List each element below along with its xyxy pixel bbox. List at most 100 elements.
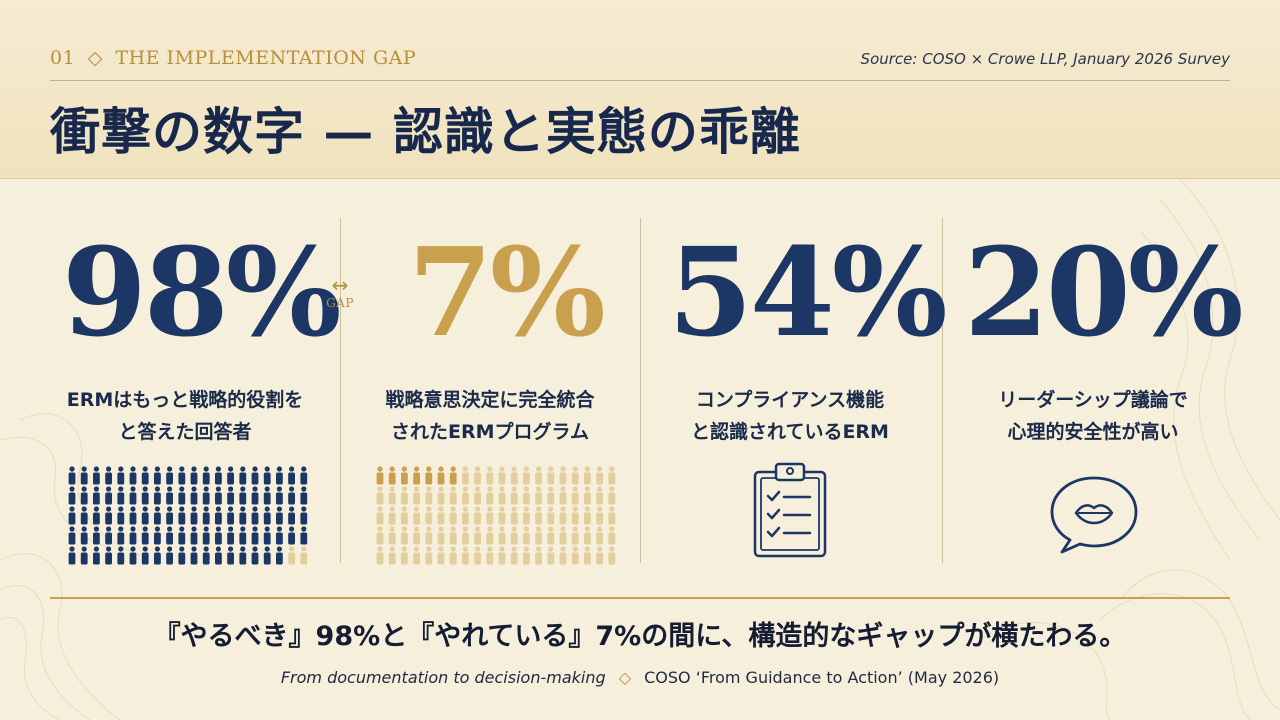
person-icon xyxy=(584,486,591,505)
person-icon xyxy=(227,546,234,565)
stat-label-line: ERMはもっと戦略的役割を xyxy=(66,389,304,411)
person-icon xyxy=(559,526,567,545)
person-icon xyxy=(510,466,518,485)
stat-value-98: 98% xyxy=(62,220,342,364)
person-icon xyxy=(547,526,555,545)
gap-label: GAP xyxy=(326,296,354,310)
person-icon xyxy=(608,486,616,505)
person-icon xyxy=(437,546,445,565)
person-icon xyxy=(498,526,506,545)
person-icon xyxy=(486,546,494,565)
person-icon xyxy=(547,506,555,525)
person-icon xyxy=(376,546,384,565)
person-icon xyxy=(596,546,603,565)
person-icon xyxy=(178,546,186,565)
person-icon xyxy=(227,526,234,545)
person-icon xyxy=(596,526,603,545)
person-icon xyxy=(437,526,445,545)
person-icon xyxy=(462,526,469,545)
person-icon xyxy=(486,506,494,525)
person-icon xyxy=(559,486,567,505)
person-icon xyxy=(535,546,542,565)
person-icon xyxy=(462,486,469,505)
person-icon xyxy=(584,506,591,525)
person-icon xyxy=(474,526,481,545)
person-icon xyxy=(190,466,198,485)
person-icon xyxy=(547,466,555,485)
kicker-text: THE IMPLEMENTATION GAP xyxy=(115,47,417,69)
person-icon xyxy=(401,466,408,485)
column-divider xyxy=(640,218,641,563)
person-icon xyxy=(166,486,173,505)
person-icon xyxy=(300,506,308,525)
person-icon xyxy=(388,466,396,485)
person-icon xyxy=(523,526,530,545)
source-citation: Source: COSO × Crowe LLP, January 2026 S… xyxy=(860,50,1230,68)
person-icon xyxy=(288,546,295,565)
stat-label-line: されたERMプログラム xyxy=(391,421,589,443)
person-icon xyxy=(178,466,186,485)
person-icon xyxy=(608,466,616,485)
page-title: 衝撃の数字 — 認識と実態の乖離 xyxy=(50,102,801,161)
person-icon xyxy=(68,546,76,565)
person-icon xyxy=(559,466,567,485)
person-icon xyxy=(449,526,457,545)
person-icon xyxy=(263,486,271,505)
person-icon xyxy=(117,526,125,545)
column-divider xyxy=(340,218,341,563)
person-icon xyxy=(263,506,271,525)
person-icon xyxy=(141,466,149,485)
person-icon xyxy=(68,486,76,505)
person-icon xyxy=(190,486,198,505)
person-icon xyxy=(425,526,433,545)
person-icon xyxy=(80,546,88,565)
diamond-icon: ◇ xyxy=(618,668,632,687)
person-icon xyxy=(251,466,259,485)
person-icon xyxy=(251,526,259,545)
person-icon xyxy=(288,466,295,485)
stat-label-respondents: ERMはもっと戦略的役割を と答えた回答者 xyxy=(40,384,330,448)
footnote-left: From documentation to decision-making xyxy=(280,668,606,687)
person-icon xyxy=(425,506,433,525)
person-icon xyxy=(510,526,518,545)
person-icon xyxy=(129,486,137,505)
person-icon xyxy=(276,546,283,565)
person-icon xyxy=(166,506,173,525)
person-icon xyxy=(154,506,161,525)
person-icon xyxy=(166,546,173,565)
person-icon xyxy=(166,466,173,485)
person-icon xyxy=(129,546,137,565)
person-icon xyxy=(276,466,283,485)
person-icon xyxy=(154,466,161,485)
person-icon xyxy=(117,486,125,505)
person-icon xyxy=(202,486,210,505)
person-icon xyxy=(129,466,137,485)
person-icon xyxy=(376,486,384,505)
person-icon xyxy=(190,526,198,545)
person-icon xyxy=(227,486,234,505)
person-icon xyxy=(263,526,271,545)
person-icon xyxy=(388,506,396,525)
person-icon xyxy=(154,546,161,565)
person-icon xyxy=(474,546,481,565)
person-icon xyxy=(462,546,469,565)
person-icon xyxy=(190,506,198,525)
person-icon xyxy=(288,486,295,505)
diamond-icon: ◇ xyxy=(87,47,103,69)
person-icon xyxy=(251,486,259,505)
person-icon xyxy=(178,506,186,525)
person-icon xyxy=(141,486,149,505)
person-icon xyxy=(68,506,76,525)
person-icon xyxy=(202,466,210,485)
person-icon xyxy=(288,526,295,545)
gap-indicator: ↔ GAP xyxy=(318,274,362,310)
stat-value-7: 7% xyxy=(408,220,606,364)
person-icon xyxy=(474,506,481,525)
person-icon xyxy=(388,546,396,565)
stat-value-54: 54% xyxy=(668,220,948,364)
person-icon xyxy=(571,546,579,565)
person-icon xyxy=(608,506,616,525)
person-icon xyxy=(401,486,408,505)
person-icon xyxy=(462,506,469,525)
person-icon xyxy=(547,546,555,565)
